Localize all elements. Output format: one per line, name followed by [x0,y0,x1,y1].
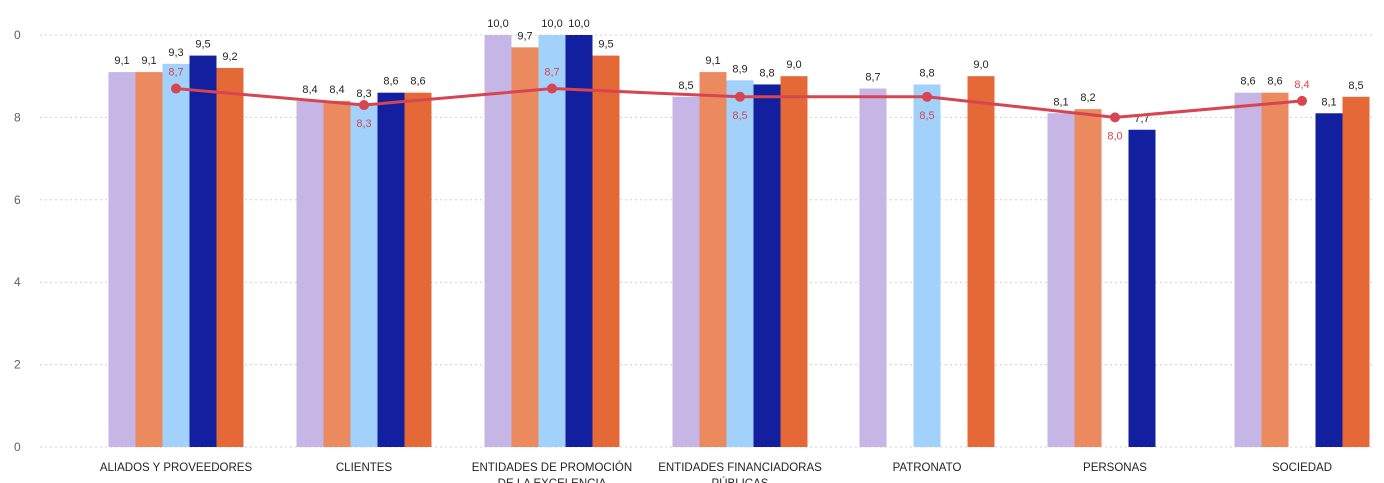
bar-data-label: 8,8 [919,67,934,79]
y-tick-label: 0 [14,440,21,454]
y-tick-label: 4 [14,275,21,289]
line-data-label: 8,5 [919,110,934,122]
x-category-label: PÚBLICAS [712,477,769,483]
y-tick-label: 0 [14,28,21,42]
line-point[interactable] [171,83,181,94]
line-point[interactable] [1110,112,1120,123]
bar-data-label: 8,6 [383,76,398,88]
line-point[interactable] [359,100,369,111]
x-category-label: DE LA EXCELENCIA [498,478,607,483]
bar-data-label: 8,6 [410,76,425,88]
bar-data-label: 9,1 [114,55,129,67]
average-line: 8,7 8,3 8,7 8,5 8,5 8,0 8,4 [168,67,1309,143]
bar-data-label: 8,9 [732,63,747,75]
line-data-label: 8,3 [356,118,371,130]
x-category-label: CLIENTES [336,462,393,474]
y-axis-ticks: 0 2 4 6 8 0 [14,28,21,454]
bar-data-label: 8,7 [865,72,880,84]
line-point[interactable] [922,91,932,102]
x-category-label: SOCIEDAD [1272,462,1332,474]
bar-data-label: 9,3 [168,47,183,59]
line-data-label: 8,0 [1107,130,1122,142]
bar-data-label: 8,1 [1053,96,1068,108]
bar-data-label: 8,8 [759,67,774,79]
line-data-label: 8,7 [544,67,559,79]
bar[interactable] [538,35,566,447]
bar[interactable] [592,55,620,447]
bar[interactable] [565,35,593,447]
bar[interactable] [484,35,512,447]
x-category-label: ENTIDADES FINANCIADORAS [658,462,822,474]
bar-data-label: 8,1 [1321,96,1336,108]
bar[interactable] [1047,113,1075,447]
bar[interactable] [1315,113,1343,447]
bar[interactable] [780,76,808,447]
bar-data-label: 9,2 [222,51,237,63]
bar-data-label: 8,4 [329,84,344,96]
bar-data-label: 10,0 [568,18,589,30]
line-point[interactable] [547,83,557,94]
bar-data-label: 9,1 [705,55,720,67]
x-category-label: ALIADOS Y PROVEEDORES [100,462,253,474]
bar[interactable] [189,55,217,447]
bar-data-label: 8,5 [678,80,693,92]
y-tick-label: 2 [14,358,21,372]
line-point[interactable] [1297,95,1307,106]
bar[interactable] [672,96,700,448]
bar[interactable] [1234,92,1262,448]
bar[interactable] [913,84,941,447]
bar[interactable] [296,100,324,448]
bar[interactable] [967,76,995,447]
bar[interactable] [753,84,781,447]
line-data-label: 8,5 [732,110,747,122]
y-tick-label: 6 [14,193,21,207]
bar[interactable] [511,47,539,448]
bar-data-label: 9,7 [517,30,532,42]
bar[interactable] [323,100,351,448]
bar-data-label: 8,4 [302,84,317,96]
line-data-label: 8,7 [168,67,183,79]
bar[interactable] [216,67,244,448]
x-category-label: PATRONATO [893,462,962,474]
bar-data-label: 10,0 [541,18,562,30]
bar-data-label: 8,6 [1240,76,1255,88]
bar[interactable] [1128,129,1156,447]
line-point[interactable] [735,91,745,102]
bar[interactable] [108,72,136,447]
bar[interactable] [162,63,190,448]
bar-data-label: 9,5 [598,39,613,51]
x-category-label: PERSONAS [1083,462,1147,474]
bar[interactable] [859,88,887,447]
bar[interactable] [726,80,754,447]
bar-data-label: 8,3 [356,88,371,100]
bar-data-label: 9,5 [195,39,210,51]
bar-data-label: 9,0 [786,59,801,71]
bar[interactable] [699,72,727,447]
bar[interactable] [350,105,378,447]
bar[interactable] [135,72,163,447]
bar[interactable] [377,92,405,448]
x-axis-categories: ALIADOS Y PROVEEDORES CLIENTES ENTIDADES D… [100,461,1332,483]
bar-data-label: 8,6 [1267,76,1282,88]
line-data-label: 8,4 [1294,79,1309,91]
x-category-label: ENTIDADES DE PROMOCIÓN [472,461,632,474]
bar[interactable] [1074,109,1102,447]
y-tick-label: 8 [14,110,21,124]
bar-data-label: 9,0 [973,59,988,71]
bar-data-label: 8,2 [1080,92,1095,104]
bar-data-label: 10,0 [487,18,508,30]
bars [108,35,1370,448]
bar-data-label: 8,5 [1348,80,1363,92]
bar-data-label: 9,1 [141,55,156,67]
bar[interactable] [404,92,432,448]
bar[interactable] [1261,92,1289,448]
bar[interactable] [1342,96,1370,448]
